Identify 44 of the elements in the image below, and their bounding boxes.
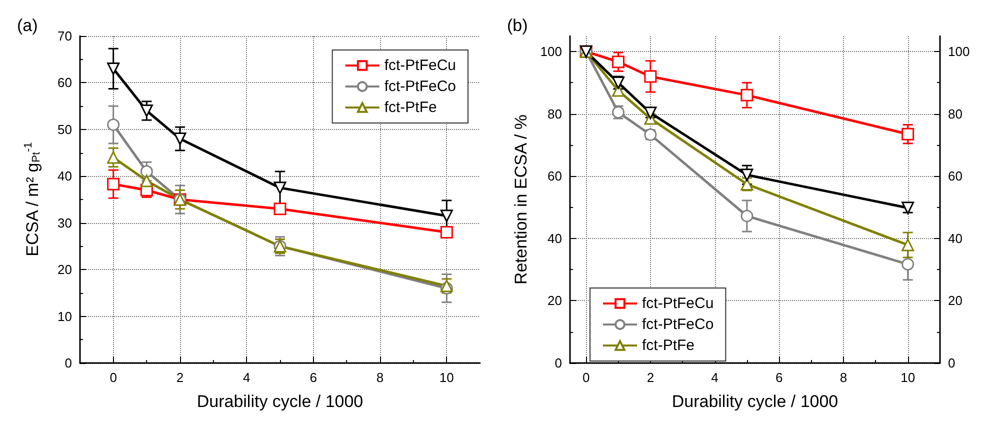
y-tick-label: 40 bbox=[58, 168, 72, 184]
y-tick-label: 0 bbox=[64, 356, 72, 370]
x-tick-label: 10 bbox=[439, 370, 454, 385]
y-tick-label: 30 bbox=[58, 215, 72, 230]
y-tick-label: 70 bbox=[58, 28, 72, 44]
y2-tick-label: 40 bbox=[948, 230, 962, 246]
y-tick-label: 20 bbox=[58, 262, 72, 278]
y2-tick-label: 80 bbox=[948, 106, 962, 122]
x-tick-label: 6 bbox=[776, 370, 783, 385]
legend-label: fct-PtFe bbox=[384, 99, 437, 116]
chart-title: (a) bbox=[17, 16, 38, 35]
legend-label: fct-PtFeCu bbox=[384, 57, 456, 74]
y-tick-label: 60 bbox=[548, 168, 562, 184]
y-axis-title: ECSA / m² gPt-1 bbox=[22, 142, 42, 256]
legend-label: fct-PtFeCu bbox=[642, 295, 714, 312]
x-axis-title: Durability cycle / 1000 bbox=[196, 392, 364, 411]
y-axis-title: Retention in ECSA / % bbox=[511, 114, 530, 285]
y-tick-label: 0 bbox=[554, 356, 562, 370]
y-tick-label: 40 bbox=[548, 230, 562, 246]
y-tick-label: 20 bbox=[548, 293, 562, 308]
y2-tick-label: 20 bbox=[948, 293, 962, 308]
y-tick-label: 10 bbox=[58, 308, 72, 324]
x-axis-title: Durability cycle / 1000 bbox=[672, 392, 838, 411]
x-tick-label: 4 bbox=[243, 370, 250, 385]
legend-label: fct-PtFeCo bbox=[384, 78, 456, 95]
x-tick-label: 4 bbox=[711, 370, 718, 385]
y2-tick-label: 60 bbox=[948, 168, 962, 184]
x-tick-label: 2 bbox=[646, 370, 654, 385]
y2-tick-label: 100 bbox=[948, 44, 970, 60]
legend-label: fct-PtFe bbox=[642, 337, 695, 354]
y-tick-label: 80 bbox=[548, 106, 562, 122]
x-tick-label: 8 bbox=[376, 370, 384, 385]
y-tick-label: 100 bbox=[540, 44, 562, 60]
y-tick-label: 50 bbox=[58, 122, 72, 137]
x-tick-label: 0 bbox=[110, 370, 117, 385]
y-tick-label: 60 bbox=[58, 75, 72, 90]
y2-tick-label: 0 bbox=[948, 356, 956, 370]
x-tick-label: 2 bbox=[176, 370, 184, 385]
x-tick-label: 8 bbox=[840, 370, 848, 385]
x-tick-label: 0 bbox=[582, 370, 590, 385]
x-tick-label: 10 bbox=[900, 370, 916, 385]
legend-label: fct-PtFeCo bbox=[642, 316, 714, 333]
x-tick-label: 6 bbox=[310, 370, 317, 385]
chart-title: (b) bbox=[507, 16, 528, 35]
